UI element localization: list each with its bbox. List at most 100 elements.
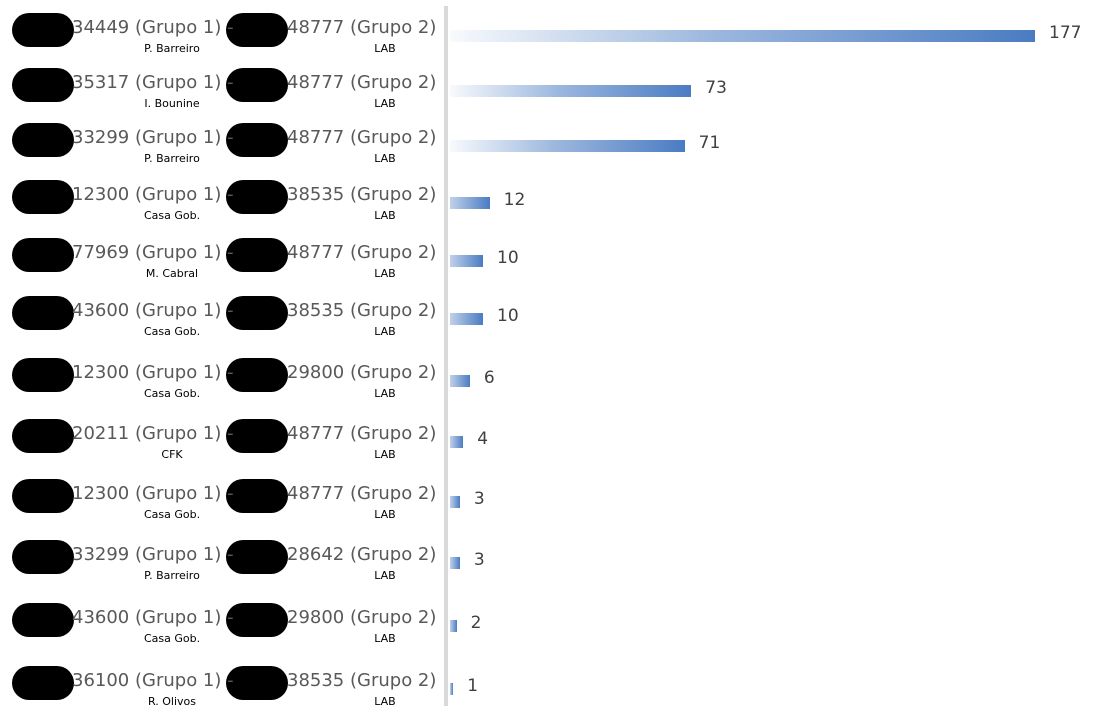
redaction-mark [12, 358, 74, 392]
redaction-mark [226, 123, 288, 157]
chart-row: 35317 (Grupo 1) - 48777 (Grupo 2) I. Bouni… [0, 68, 1096, 124]
data-label: 73 [705, 78, 727, 98]
category-label-group2: 48777 (Grupo 2) [287, 17, 437, 38]
data-label: 3 [473, 489, 485, 509]
category-sublabel-group1: M. Cabral [145, 267, 199, 280]
bar [450, 140, 685, 152]
redaction-mark [12, 238, 74, 272]
category-sublabel-group1: P. Barreiro [144, 42, 200, 55]
category-label-group1: 12300 (Grupo 1) - [72, 483, 234, 504]
chart-row: 12300 (Grupo 1) - 29800 (Grupo 2) Casa Gob… [0, 358, 1096, 414]
data-label: 12 [503, 190, 526, 210]
chart-row: 33299 (Grupo 1) - 28642 (Grupo 2) P. Barre… [0, 540, 1096, 596]
category-label-group1: 77969 (Grupo 1) - [72, 242, 234, 263]
category-sublabel-group1: Casa Gob. [143, 209, 201, 222]
redaction-mark [12, 419, 74, 453]
redaction-mark [12, 479, 74, 513]
redaction-mark [12, 603, 74, 637]
category-sublabel-group1: Casa Gob. [143, 325, 201, 338]
redaction-mark [12, 540, 74, 574]
category-sublabel-group2: LAB [374, 387, 396, 400]
redaction-mark [12, 180, 74, 214]
category-label-group2: 48777 (Grupo 2) [287, 127, 437, 148]
data-label: 4 [477, 429, 489, 449]
bar [450, 197, 490, 209]
category-label-group2: 48777 (Grupo 2) [287, 423, 437, 444]
redaction-mark [226, 666, 288, 700]
chart-row: 12300 (Grupo 1) - 48777 (Grupo 2) Casa Gob… [0, 479, 1096, 535]
redaction-mark [12, 13, 74, 47]
category-label-group1: 33299 (Grupo 1) - [72, 544, 234, 565]
bar [450, 255, 484, 267]
bar [450, 436, 464, 448]
bar [450, 375, 470, 387]
data-label: 10 [497, 306, 519, 326]
category-sublabel-group1: P. Barreiro [144, 152, 200, 165]
category-sublabel-group1: I. Bounine [144, 97, 200, 110]
data-label: 1 [467, 676, 479, 696]
category-sublabel-group1: Casa Gob. [143, 632, 201, 645]
redaction-mark [12, 68, 74, 102]
category-label-group2: 29800 (Grupo 2) [287, 362, 437, 383]
category-sublabel-group2: LAB [374, 209, 396, 222]
redaction-mark [226, 358, 288, 392]
redaction-mark [226, 479, 288, 513]
category-sublabel-group2: LAB [374, 569, 396, 582]
bar [450, 557, 460, 569]
category-sublabel-group2: LAB [374, 632, 396, 645]
category-label-group2: 48777 (Grupo 2) [287, 483, 437, 504]
category-label-group1: 12300 (Grupo 1) - [72, 184, 234, 205]
redaction-mark [226, 296, 288, 330]
category-label-group1: 12300 (Grupo 1) - [72, 362, 234, 383]
bar [450, 30, 1035, 42]
redaction-mark [226, 13, 288, 47]
data-label: 6 [483, 368, 495, 388]
category-sublabel-group2: LAB [374, 267, 396, 280]
data-label: 10 [497, 248, 519, 268]
chart-row: 36100 (Grupo 1) - 38535 (Grupo 2) R. Olivo… [0, 666, 1096, 722]
category-label-group2: 38535 (Grupo 2) [287, 184, 437, 205]
data-label: 3 [473, 550, 485, 570]
category-axis-line [444, 6, 448, 706]
bar [450, 683, 454, 695]
category-label-group2: 48777 (Grupo 2) [287, 242, 437, 263]
redaction-mark [12, 666, 74, 700]
redaction-mark [12, 123, 74, 157]
category-label-group1: 43600 (Grupo 1) - [72, 300, 234, 321]
chart-row: 12300 (Grupo 1) - 38535 (Grupo 2) Casa Gob… [0, 180, 1096, 236]
category-label-group2: 29800 (Grupo 2) [287, 607, 437, 628]
category-sublabel-group1: Casa Gob. [143, 508, 201, 521]
bar [450, 620, 457, 632]
category-sublabel-group1: Casa Gob. [143, 387, 201, 400]
redaction-mark [12, 296, 74, 330]
redaction-mark [226, 540, 288, 574]
category-sublabel-group2: LAB [374, 325, 396, 338]
category-sublabel-group1: R. Olivos [148, 695, 196, 708]
redaction-mark [226, 68, 288, 102]
category-label-group1: 33299 (Grupo 1) - [72, 127, 234, 148]
bar [450, 85, 692, 97]
category-sublabel-group2: LAB [374, 508, 396, 521]
category-label-group1: 34449 (Grupo 1) - [72, 17, 234, 38]
category-label-group2: 38535 (Grupo 2) [287, 670, 437, 691]
chart-row: 34449 (Grupo 1) - 48777 (Grupo 2) P. Barre… [0, 13, 1096, 69]
category-sublabel-group1: CFK [161, 448, 183, 461]
category-label-group1: 36100 (Grupo 1) - [72, 670, 234, 691]
data-label: 177 [1049, 23, 1082, 43]
category-label-group2: 38535 (Grupo 2) [287, 300, 437, 321]
chart-row: 33299 (Grupo 1) - 48777 (Grupo 2) P. Barre… [0, 123, 1096, 179]
category-label-group2: 28642 (Grupo 2) [287, 544, 437, 565]
category-sublabel-group2: LAB [374, 42, 396, 55]
category-label-group1: 35317 (Grupo 1) - [72, 72, 234, 93]
data-label: 2 [470, 613, 482, 633]
category-label-group2: 48777 (Grupo 2) [287, 72, 437, 93]
redaction-mark [226, 603, 288, 637]
category-sublabel-group2: LAB [374, 97, 396, 110]
chart-row: 43600 (Grupo 1) - 38535 (Grupo 2) Casa Gob… [0, 296, 1096, 352]
redaction-mark [226, 419, 288, 453]
chart-row: 20211 (Grupo 1) - 48777 (Grupo 2) CFK LAB 4 [0, 419, 1096, 475]
category-sublabel-group1: P. Barreiro [144, 569, 200, 582]
redaction-mark [226, 180, 288, 214]
bar [450, 313, 484, 325]
